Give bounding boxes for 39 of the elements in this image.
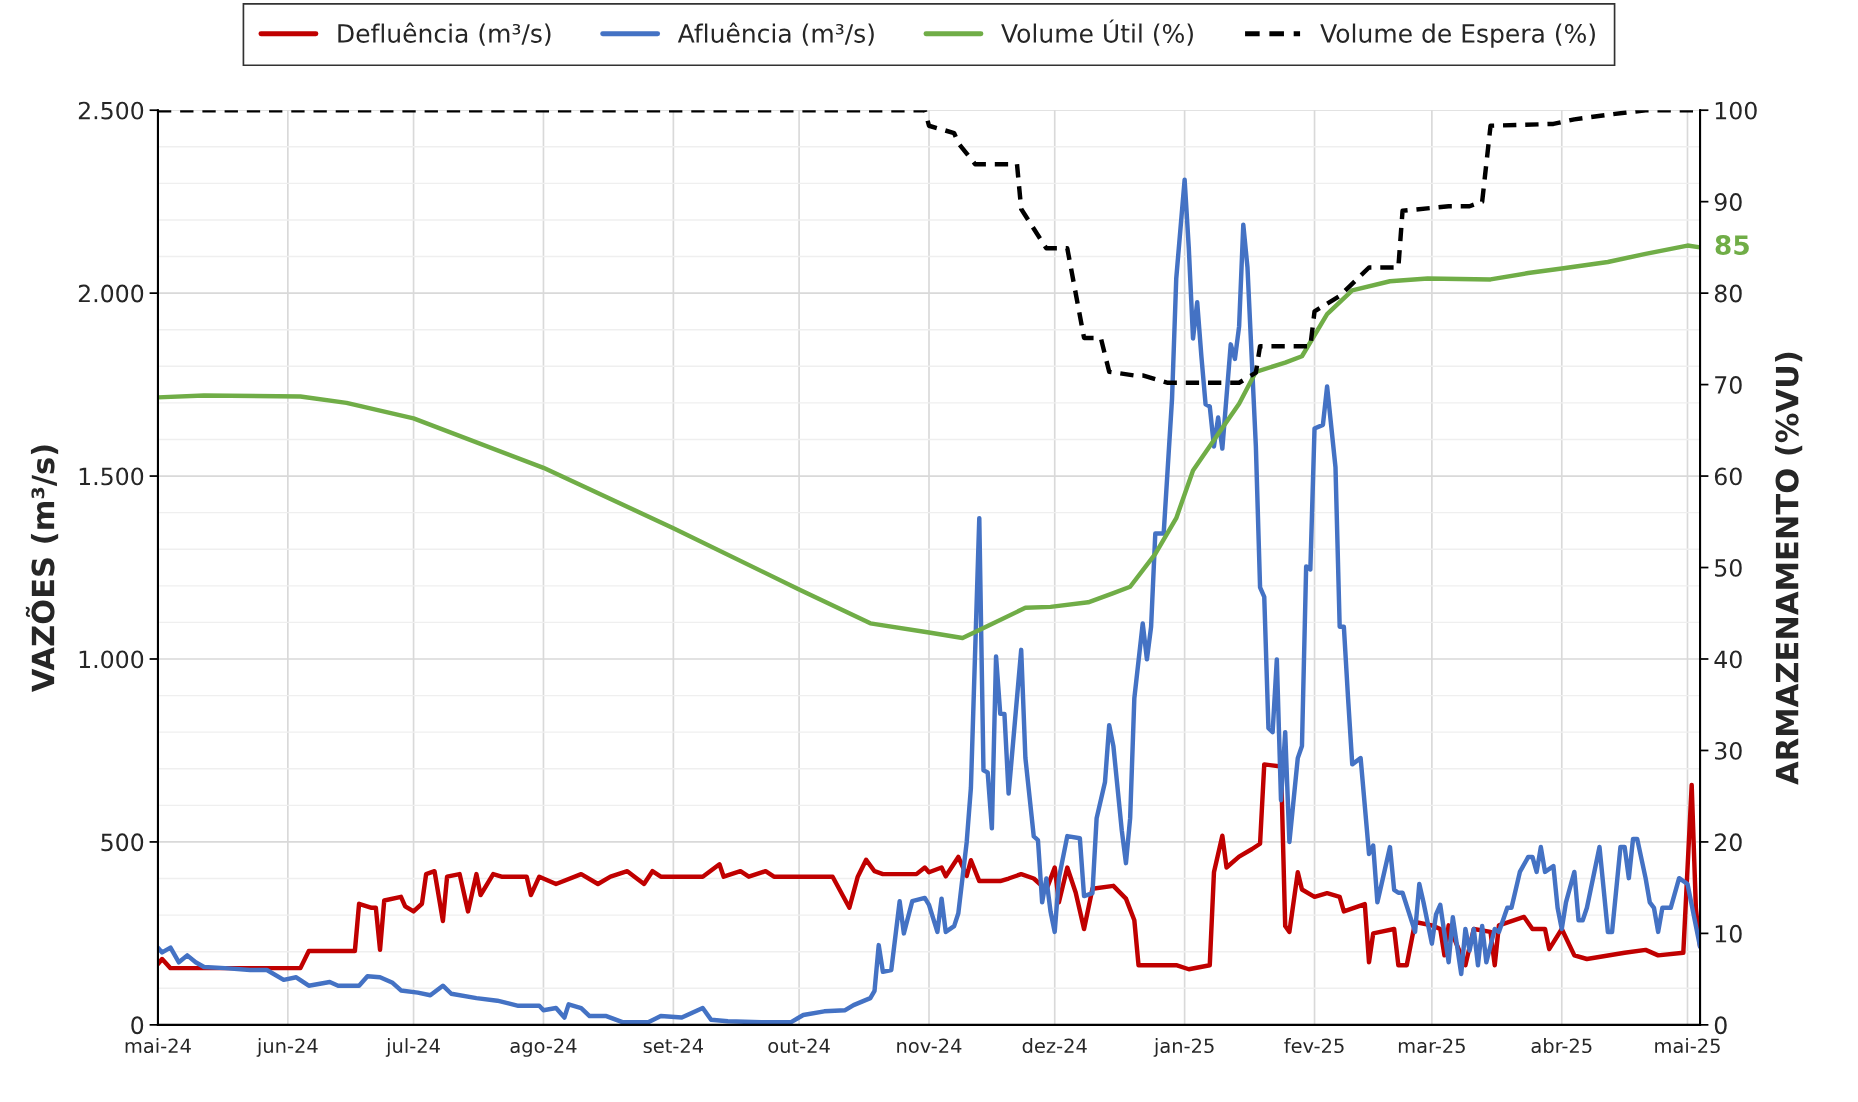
x-tick-label: jul-24	[385, 1038, 440, 1057]
line-series	[157, 243, 1701, 641]
legend-label: Afluência (m³/s)	[677, 22, 874, 46]
y2-tick-label: 0	[1714, 1016, 1727, 1035]
y2-axis-title: ARMAZENAMENTO (%VU)	[1775, 352, 1803, 785]
line-series	[157, 762, 1701, 972]
y-tick-label: 0	[131, 1016, 144, 1035]
y2-tick-label: 60	[1714, 467, 1742, 486]
y2-tick-label: 90	[1714, 193, 1742, 211]
legend-label: Volume Útil (%)	[1001, 19, 1193, 46]
x-tick-label: set-24	[643, 1038, 704, 1054]
y-axis-title: VAZÕES (m³/s)	[25, 445, 59, 693]
x-tick-label: out-24	[768, 1038, 830, 1054]
x-tick-label: abr-25	[1531, 1038, 1592, 1054]
y2-tick-label: 40	[1714, 650, 1742, 669]
x-tick-label: jan-25	[1153, 1038, 1214, 1057]
y2-tick-label: 80	[1714, 284, 1742, 303]
x-tick-label: fev-25	[1284, 1038, 1344, 1054]
text: 85	[1715, 235, 1749, 256]
y2-tick-label: 50	[1715, 558, 1742, 577]
y-tick-label: 1.500	[79, 467, 144, 486]
y2-tick-label: 100	[1715, 101, 1757, 120]
x-tick-label: mai-24	[125, 1038, 191, 1054]
x-tick-label: mai-25	[1655, 1038, 1720, 1054]
y2-tick-label: 30	[1715, 741, 1742, 760]
y-tick-label: 2.500	[78, 101, 144, 120]
y2-tick-label: 70	[1715, 376, 1742, 394]
y-tick-label: 1.000	[79, 650, 144, 669]
legend-label: Volume de Espera (%)	[1320, 23, 1595, 48]
x-tick-label: nov-24	[897, 1038, 962, 1054]
x-tick-label: ago-24	[510, 1038, 577, 1057]
y2-tick-label: 20	[1714, 833, 1742, 852]
x-tick-label: jun-24	[256, 1038, 318, 1057]
y2-tick-label: 10	[1715, 924, 1742, 943]
y-tick-label: 2.000	[78, 284, 144, 303]
x-tick-label: mar-25	[1398, 1038, 1465, 1054]
x-tick-label: dez-24	[1022, 1038, 1087, 1054]
y-tick-label: 500	[101, 833, 144, 852]
legend-label: Defluência (m³/s)	[338, 22, 551, 46]
